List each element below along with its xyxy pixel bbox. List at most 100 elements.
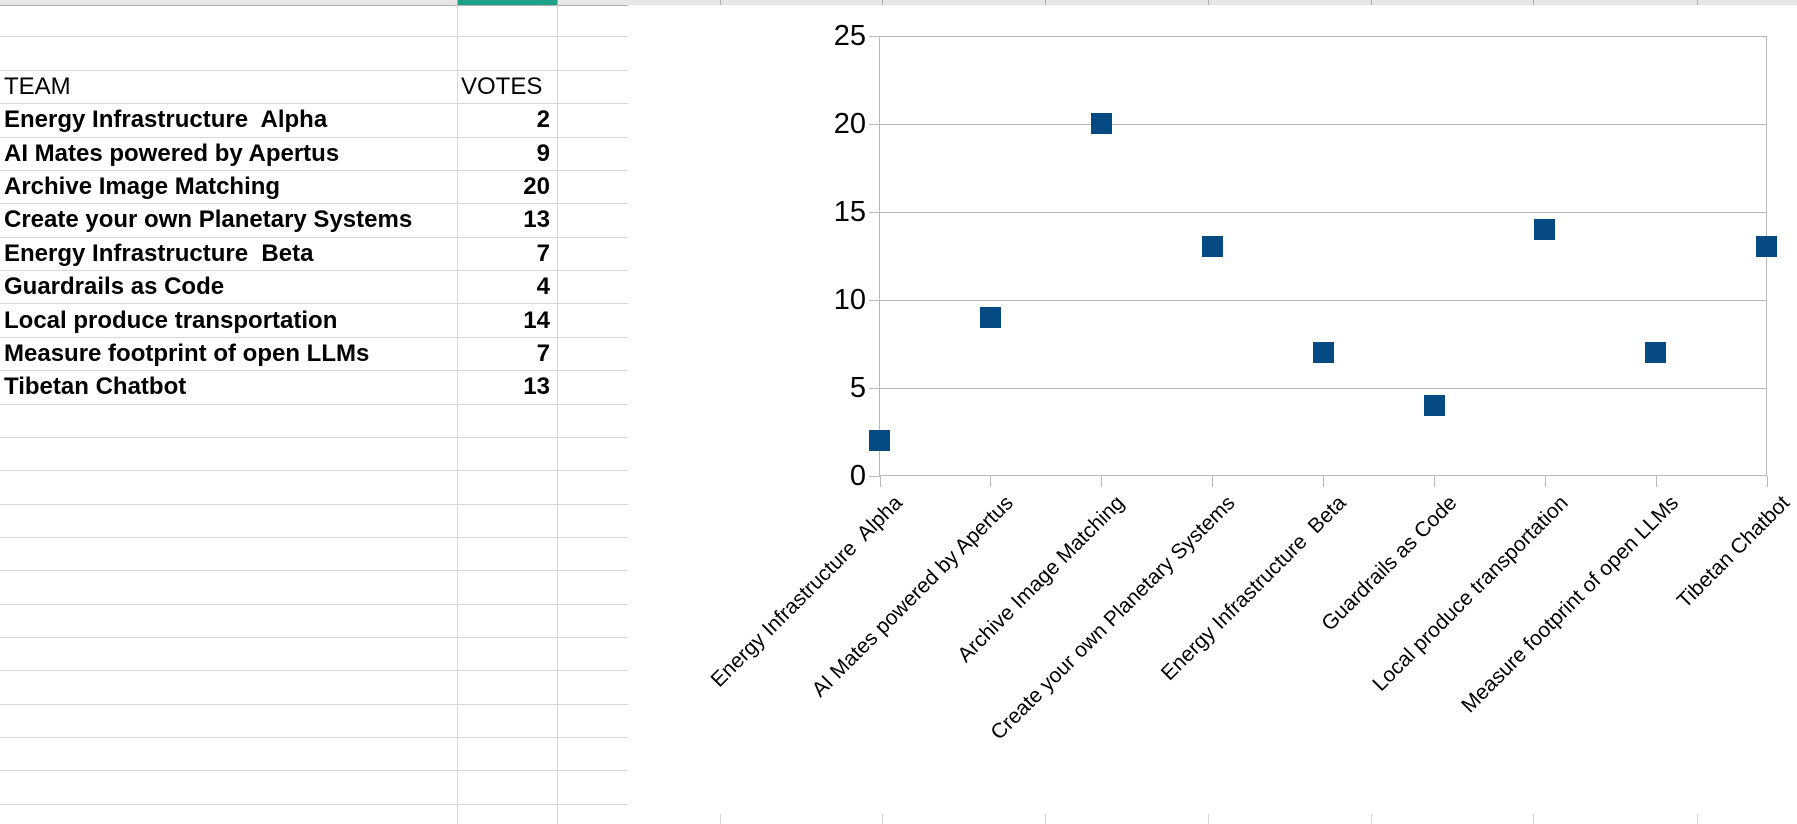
votes-cell[interactable]: 13 bbox=[523, 373, 550, 400]
x-axis-category-label: Energy Infrastructure Alpha bbox=[706, 491, 908, 692]
y-axis-tick bbox=[869, 387, 880, 389]
y-axis-tick bbox=[869, 211, 880, 213]
team-header-cell[interactable]: TEAM bbox=[4, 73, 71, 100]
x-axis-tick bbox=[1766, 476, 1768, 487]
cell-gridline bbox=[0, 237, 628, 238]
cell-gridline bbox=[0, 604, 628, 605]
cell-gridline bbox=[457, 5, 458, 824]
team-cell[interactable]: Archive Image Matching bbox=[4, 173, 281, 200]
chart-gridline bbox=[879, 211, 1767, 213]
column-separator bbox=[1045, 0, 1046, 5]
cell-gridline bbox=[0, 670, 628, 671]
cell-gridline bbox=[0, 470, 628, 471]
y-axis-tick-label: 15 bbox=[833, 195, 866, 228]
votes-header-cell[interactable]: VOTES bbox=[461, 73, 543, 100]
x-axis-tick bbox=[1212, 476, 1214, 487]
cell-gridline bbox=[0, 737, 628, 738]
cell-gridline bbox=[0, 570, 628, 571]
data-point-marker[interactable] bbox=[1090, 113, 1112, 135]
x-axis-tick bbox=[1434, 476, 1435, 487]
votes-cell[interactable]: 7 bbox=[536, 240, 550, 267]
x-axis-category-label: Tibetan Chatbot bbox=[1672, 491, 1795, 613]
x-axis-tick bbox=[1655, 476, 1657, 487]
cell-gridline bbox=[1533, 814, 1534, 824]
x-axis-category-label: AI Mates powered by Apertus bbox=[807, 491, 1018, 702]
chart-gridline bbox=[879, 387, 1767, 389]
x-axis-category-label: Energy Infrastructure Beta bbox=[1156, 491, 1351, 686]
team-cell[interactable]: Energy Infrastructure Alpha bbox=[4, 106, 328, 133]
cell-gridline bbox=[0, 337, 628, 338]
column-separator bbox=[557, 0, 558, 5]
team-cell[interactable]: AI Mates powered by Apertus bbox=[4, 140, 340, 167]
data-point-marker[interactable] bbox=[1534, 218, 1556, 240]
cell-gridline bbox=[0, 70, 628, 71]
column-separator bbox=[1208, 0, 1209, 5]
team-cell[interactable]: Measure footprint of open LLMs bbox=[4, 340, 370, 367]
votes-cell[interactable]: 4 bbox=[536, 273, 550, 300]
y-axis-tick bbox=[869, 299, 880, 301]
cell-gridline bbox=[0, 103, 628, 104]
chart[interactable]: 0 5 10 15 20 25 Energy Infrastructure Alpha AI … bbox=[628, 5, 1797, 813]
chart-gridline bbox=[879, 123, 1767, 125]
x-axis-category-label: Measure footprint of open LLMs bbox=[1457, 491, 1684, 718]
column-separator bbox=[1533, 0, 1534, 5]
y-axis-tick-label: 0 bbox=[849, 459, 866, 492]
cell-gridline bbox=[0, 437, 628, 438]
y-axis-tick-label: 10 bbox=[833, 283, 866, 316]
data-point-marker[interactable] bbox=[1756, 236, 1778, 258]
x-axis-category-label: Create your own Planetary Systems bbox=[986, 491, 1240, 745]
cell-gridline bbox=[882, 814, 883, 824]
x-axis-tick bbox=[990, 476, 992, 487]
data-point-marker[interactable] bbox=[1423, 394, 1445, 416]
x-axis-tick bbox=[1544, 476, 1546, 487]
team-cell[interactable]: Tibetan Chatbot bbox=[4, 373, 187, 400]
y-axis-tick bbox=[869, 475, 880, 477]
cell-gridline bbox=[1697, 814, 1698, 824]
x-axis-category-label: Local produce transportation bbox=[1367, 491, 1573, 696]
cell-gridline bbox=[720, 814, 721, 824]
chart-plot-area bbox=[879, 36, 1767, 476]
votes-cell[interactable]: 14 bbox=[523, 307, 550, 334]
cell-gridline bbox=[1371, 814, 1372, 824]
cell-gridline bbox=[0, 637, 628, 638]
selected-column-highlight[interactable] bbox=[457, 0, 557, 5]
cell-gridline bbox=[1208, 814, 1209, 824]
cell-gridline bbox=[0, 804, 628, 805]
votes-cell[interactable]: 20 bbox=[523, 173, 550, 200]
votes-cell[interactable]: 13 bbox=[523, 206, 550, 233]
data-point-marker[interactable] bbox=[1201, 236, 1223, 258]
cell-gridline bbox=[0, 170, 628, 171]
data-point-marker[interactable] bbox=[1645, 342, 1667, 363]
votes-cell[interactable]: 7 bbox=[536, 340, 550, 367]
column-separator bbox=[1697, 0, 1698, 5]
column-separator bbox=[882, 0, 883, 5]
data-point-marker[interactable] bbox=[1312, 342, 1334, 363]
x-axis-tick bbox=[1101, 476, 1103, 487]
cell-gridline bbox=[0, 770, 628, 771]
cell-gridline bbox=[0, 303, 628, 304]
cell-gridline bbox=[0, 504, 628, 505]
data-point-marker[interactable] bbox=[979, 306, 1001, 328]
team-cell[interactable]: Guardrails as Code bbox=[4, 273, 225, 300]
cell-gridline bbox=[0, 203, 628, 204]
team-cell[interactable]: Local produce transportation bbox=[4, 307, 338, 334]
team-cell[interactable]: Energy Infrastructure Beta bbox=[4, 240, 314, 267]
cell-gridline bbox=[0, 137, 628, 138]
votes-cell[interactable]: 9 bbox=[536, 140, 550, 167]
y-axis-tick bbox=[869, 35, 880, 37]
cell-gridline bbox=[0, 704, 628, 705]
cell-gridline bbox=[0, 404, 628, 405]
column-separator bbox=[457, 0, 458, 5]
votes-cell[interactable]: 2 bbox=[536, 106, 550, 133]
team-cell[interactable]: Create your own Planetary Systems bbox=[4, 206, 413, 233]
data-point-marker[interactable] bbox=[869, 430, 890, 451]
cell-gridline bbox=[0, 537, 628, 538]
column-separator bbox=[720, 0, 721, 5]
y-axis-tick-label: 5 bbox=[849, 371, 866, 404]
y-axis-tick-label: 20 bbox=[833, 107, 866, 140]
column-separator bbox=[1371, 0, 1372, 5]
y-axis-tick bbox=[869, 123, 880, 125]
x-axis-tick bbox=[1323, 476, 1325, 487]
cell-gridline bbox=[0, 36, 628, 37]
